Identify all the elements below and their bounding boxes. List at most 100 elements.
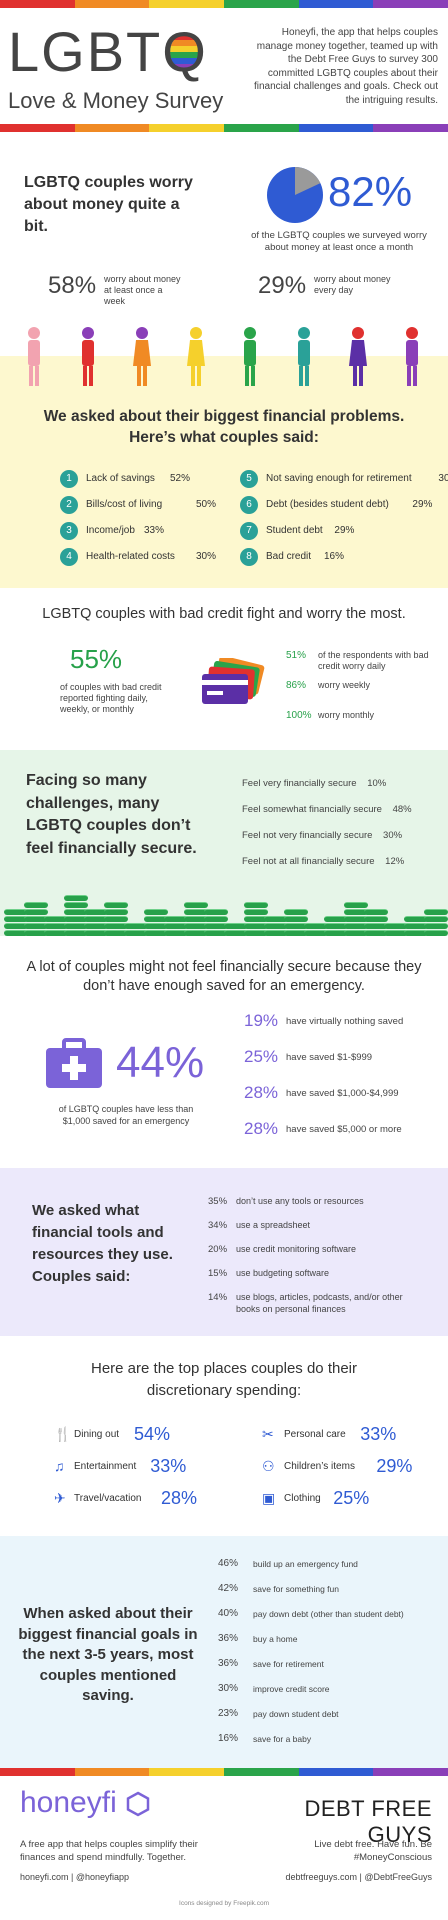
music-note-icon: ♫ (54, 1458, 65, 1474)
spending-label: Travel/vacation (74, 1493, 142, 1504)
problem-pct: 33% (144, 525, 165, 536)
honeyfi-links[interactable]: honeyfi.com | @honeyfiapp (20, 1872, 130, 1882)
coin (244, 902, 268, 908)
coin (144, 909, 168, 915)
coin (84, 909, 108, 915)
problem-number: 3 (60, 522, 78, 540)
problems-title: We asked about their biggest financial p… (43, 408, 405, 446)
airplane-icon: ✈ (54, 1490, 66, 1506)
coin (184, 916, 208, 922)
worry-pie-caption: of the LGBTQ couples we surveyed worry a… (251, 230, 427, 253)
coin (4, 923, 28, 929)
goal-row-text: build up an emergency fund (253, 1559, 358, 1569)
coin (24, 902, 48, 908)
intro-text: Honeyfi, the app that helps couples mana… (254, 27, 439, 106)
coin (424, 923, 448, 929)
coin-stack (164, 915, 188, 936)
coin (64, 895, 88, 901)
credit-row-text: worry monthly (318, 710, 375, 720)
coin (344, 902, 368, 908)
problem-label: Income/job (86, 525, 135, 536)
emergency-row-text: have virtually nothing saved (286, 1016, 404, 1027)
credit-row-text: of the respondents with bad credit worry… (318, 650, 429, 671)
coin (144, 930, 168, 936)
rainbow-bar-footer (0, 1768, 448, 1776)
coin (64, 902, 88, 908)
coin (24, 909, 48, 915)
tools-row-text: use budgeting software (236, 1268, 330, 1278)
logo-text: LGBT (8, 20, 163, 83)
coin (384, 930, 408, 936)
secure-row-pct: 12% (382, 856, 405, 867)
coin (164, 923, 188, 929)
problem-number: 7 (240, 522, 258, 540)
problem-number: 2 (60, 496, 78, 514)
coin (284, 930, 308, 936)
credit-row-pct: 86% (286, 680, 307, 691)
first-aid-kit-icon (46, 1038, 102, 1088)
daily-text: worry about money every day (314, 274, 391, 295)
tools-row-text: use a spreadsheet (236, 1220, 311, 1230)
secure-row: Feel not very financially secure 30% (242, 830, 402, 841)
goal-row-text: pay down student debt (253, 1709, 339, 1719)
coin-stack (184, 901, 208, 936)
problem-label: Health-related costs (86, 551, 175, 562)
stroller-icon: ⚇ (262, 1458, 275, 1474)
coin (204, 916, 228, 922)
dfg-links[interactable]: debtfreeguys.com | @DebtFreeGuys (285, 1872, 432, 1882)
person-figure-red (22, 326, 46, 388)
worry-section: LGBTQ couples worry about money quite a … (0, 132, 448, 380)
credit-cards-icon (202, 658, 265, 704)
secure-row-pct: 30% (380, 830, 403, 841)
problem-pct: 30% (196, 551, 217, 562)
coin (64, 909, 88, 915)
emergency-main-pct: 44% (116, 1038, 205, 1087)
coin (344, 916, 368, 922)
problem-pct: 50% (196, 499, 217, 510)
coin (64, 923, 88, 929)
coin (304, 930, 328, 936)
coin (184, 923, 208, 929)
problem-number: 6 (240, 496, 258, 514)
secure-row-pct: 48% (389, 804, 412, 815)
emergency-row-text: have saved $5,000 or more (286, 1124, 402, 1135)
coin-stack (264, 915, 288, 936)
coin-stack (44, 915, 68, 936)
problem-label: Student debt (266, 525, 323, 536)
coin-stack (324, 915, 348, 936)
coin-stack (304, 922, 328, 936)
coin (404, 916, 428, 922)
rainbow-bar-top (0, 0, 448, 8)
spending-label: Clothing (284, 1493, 321, 1504)
coin (4, 916, 28, 922)
coin (244, 916, 268, 922)
header: LGBT Q Love & Money Survey Honeyfi, the … (0, 8, 448, 126)
problem-label: Not saving enough for retirement (266, 473, 412, 484)
goal-row-pct: 36% (218, 1658, 239, 1669)
problem-pct: 16% (324, 551, 345, 562)
honeyfi-logo: honeyfi (20, 1786, 151, 1820)
emergency-row-pct: 19% (244, 1011, 279, 1030)
spending-pct: 33% (360, 1424, 397, 1444)
coin-stack (4, 908, 28, 936)
coin (424, 930, 448, 936)
secure-title: Facing so many challenges, many LGBTQ co… (26, 772, 197, 857)
coin (164, 930, 188, 936)
person-figure-orange (130, 326, 154, 388)
worry-pie-pct: 82% (328, 168, 413, 215)
problem-label: Bills/cost of living (86, 499, 163, 510)
coin (364, 923, 388, 929)
weekly-pct: 58% (48, 272, 97, 299)
coin (384, 923, 408, 929)
coin (404, 930, 428, 936)
coin (104, 930, 128, 936)
spending-label: Entertainment (74, 1461, 137, 1472)
goal-row-text: save for retirement (253, 1659, 324, 1669)
coin (44, 923, 68, 929)
fork-knife-icon: 🍴 (54, 1426, 72, 1442)
coin-stack (144, 908, 168, 936)
person-figure-indigo (346, 326, 370, 388)
coin (284, 909, 308, 915)
coin (364, 909, 388, 915)
logo-q-letter: Q (162, 20, 208, 83)
